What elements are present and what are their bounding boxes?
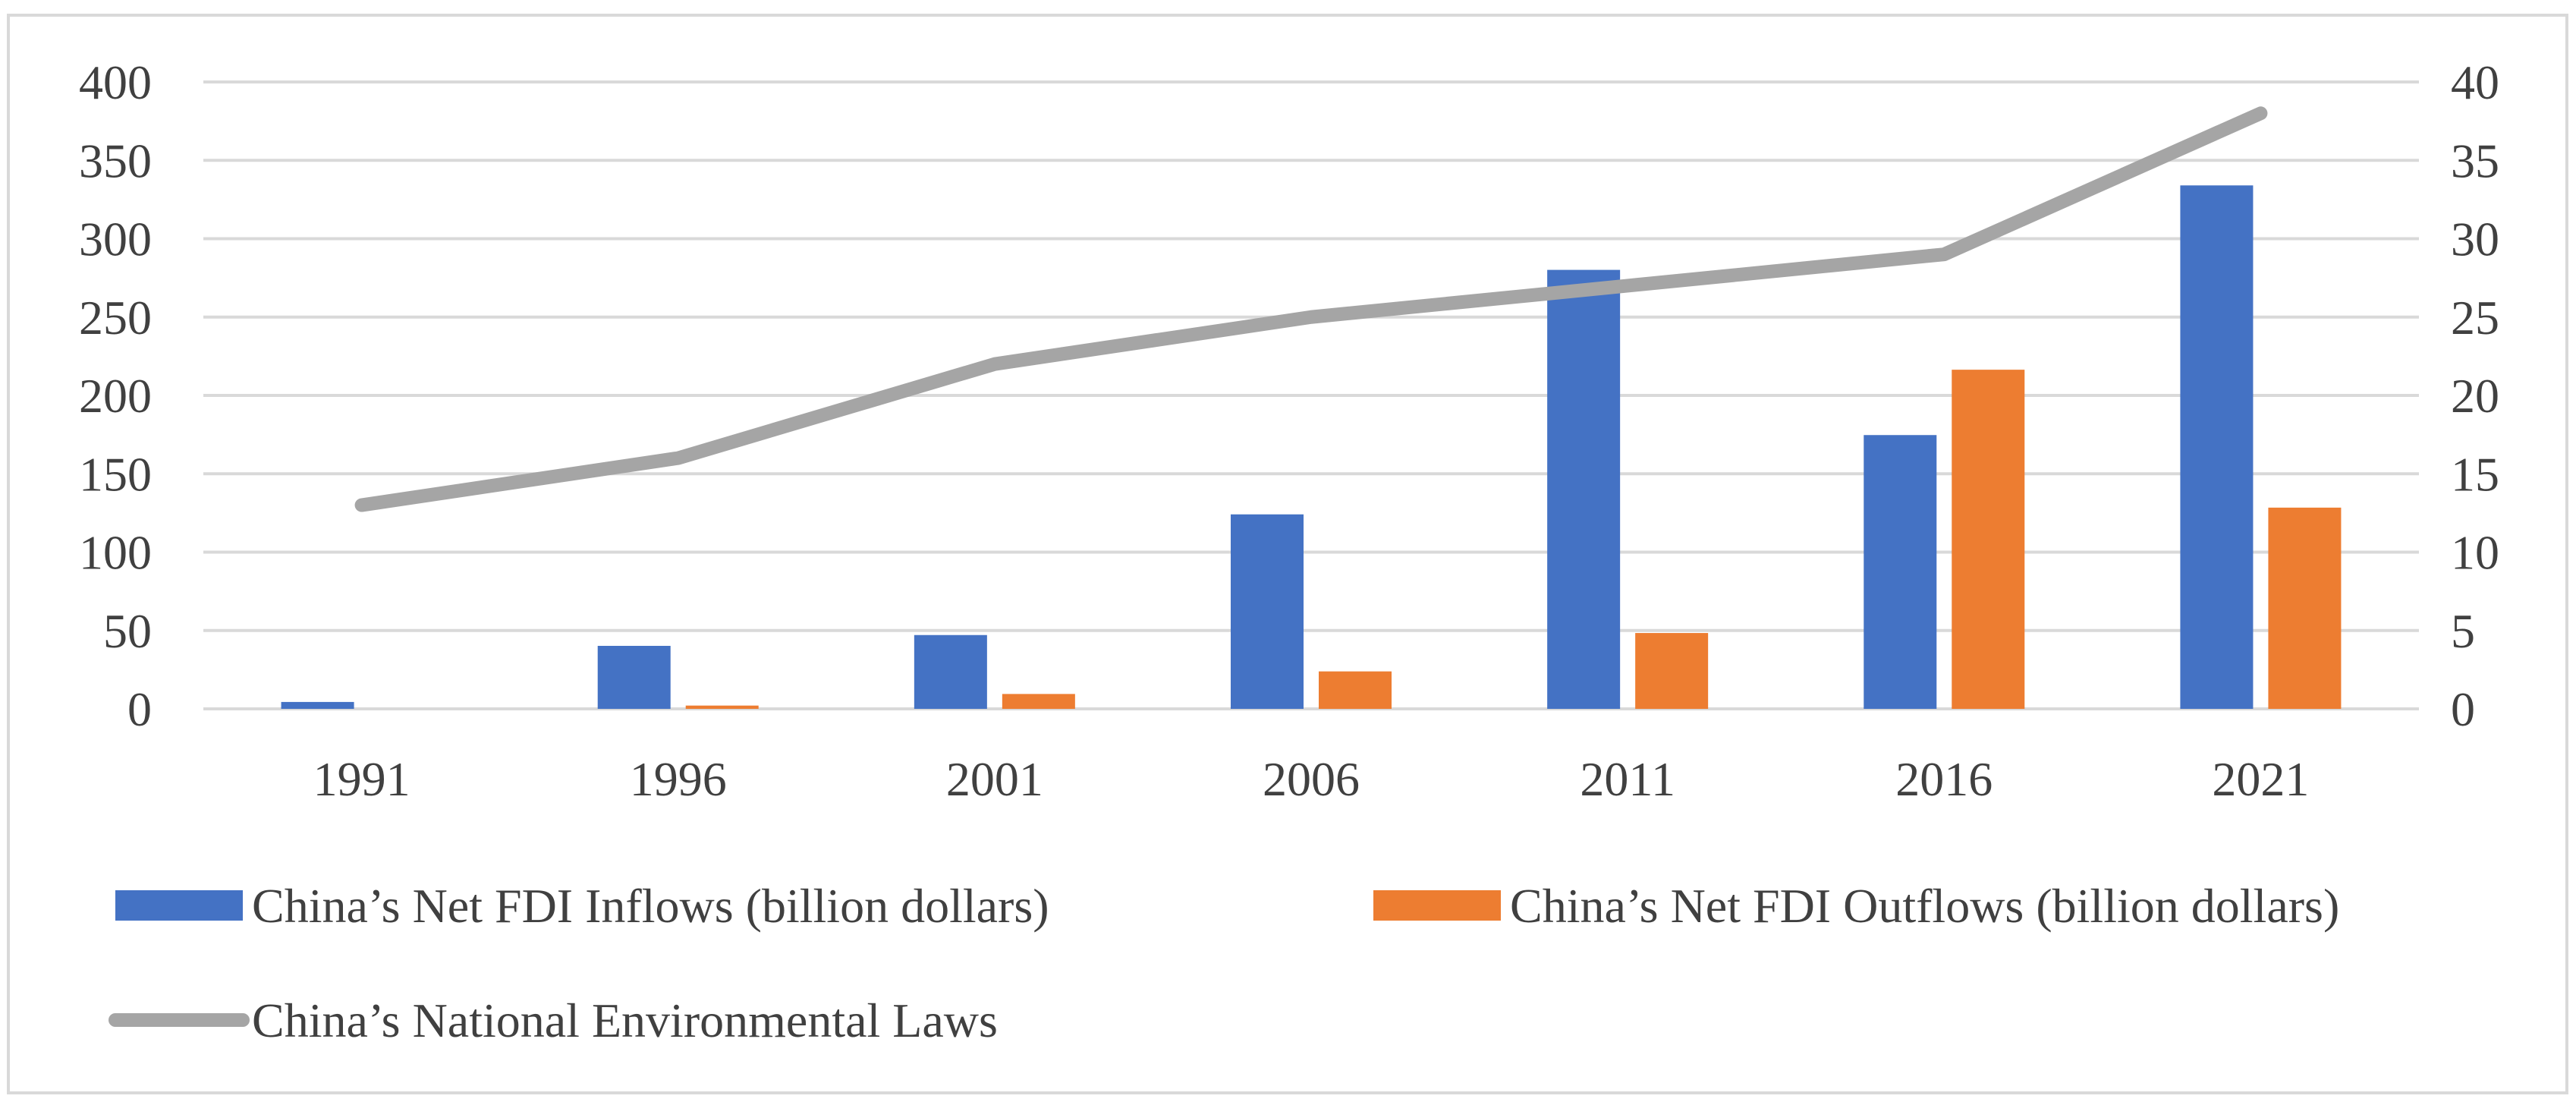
environmental-laws-point <box>2260 112 2262 115</box>
outflow-bar <box>1635 633 1709 709</box>
outflow-bar <box>2268 507 2342 709</box>
legend-swatch-outflows <box>1373 890 1501 921</box>
environmental-laws-point <box>1627 285 1629 287</box>
y-left-tick-label: 200 <box>79 369 152 423</box>
environmental-laws-point <box>360 504 363 506</box>
y-left-tick-label: 400 <box>79 55 152 109</box>
y-right-tick-label: 0 <box>2451 682 2475 736</box>
environmental-laws-point <box>1310 316 1312 318</box>
inflow-bar <box>1864 435 1937 709</box>
inflow-bar <box>1231 514 1304 709</box>
legend-label: China’s Net FDI Inflows (billion dollars… <box>252 879 1049 933</box>
outflow-bar <box>685 705 759 709</box>
x-tick-label: 2021 <box>2212 752 2309 806</box>
y-left-tick-label: 50 <box>103 604 152 658</box>
y-left-tick-label: 350 <box>79 134 152 187</box>
y-right-tick-label: 40 <box>2451 55 2499 109</box>
y-left-tick-label: 100 <box>79 526 152 580</box>
line-series <box>354 106 2268 512</box>
x-tick-label: 2001 <box>946 752 1043 806</box>
legend: China’s Net FDI Inflows (billion dollars… <box>109 879 2339 1047</box>
x-tick-label: 2016 <box>1895 752 1993 806</box>
y-right-tick-label: 5 <box>2451 604 2475 658</box>
legend-swatch-inflows <box>115 890 243 921</box>
y-left-tick-label: 150 <box>79 447 152 501</box>
y-right-tick-label: 30 <box>2451 213 2499 266</box>
y-left-tick-label: 300 <box>79 213 152 266</box>
y-right-tick-label: 35 <box>2451 134 2499 187</box>
environmental-laws-point <box>677 457 679 459</box>
outflow-bar <box>1002 694 1075 709</box>
y-right-tick-label: 10 <box>2451 526 2499 580</box>
y-left-tick-label: 0 <box>127 682 152 736</box>
axis-ticks: 0 50 100 150 200 250 300 350 400 0 5 10 15 20 25 30 35 40… <box>79 55 2499 806</box>
inflow-bar <box>1547 269 1621 709</box>
bars <box>281 185 2342 710</box>
y-left-tick-label: 250 <box>79 291 152 345</box>
x-tick-label: 2006 <box>1263 752 1360 806</box>
x-tick-label: 2011 <box>1580 752 1675 806</box>
y-right-tick-label: 25 <box>2451 291 2499 345</box>
inflow-bar <box>281 701 354 709</box>
inflow-bar <box>2180 185 2254 710</box>
inflow-bar <box>597 645 671 709</box>
inflow-bar <box>914 634 987 709</box>
y-right-tick-label: 15 <box>2451 447 2499 501</box>
y-right-tick-label: 20 <box>2451 369 2499 423</box>
legend-label: China’s Net FDI Outflows (billion dollar… <box>1510 879 2339 933</box>
outflow-bar <box>1952 370 2025 709</box>
environmental-laws-point <box>1943 253 1945 256</box>
legend-label: China’s National Environmental Laws <box>252 993 998 1047</box>
environmental-laws-point <box>993 363 995 365</box>
x-tick-label: 1991 <box>313 752 410 806</box>
x-tick-label: 1996 <box>630 752 727 806</box>
outflow-bar <box>1319 671 1392 709</box>
